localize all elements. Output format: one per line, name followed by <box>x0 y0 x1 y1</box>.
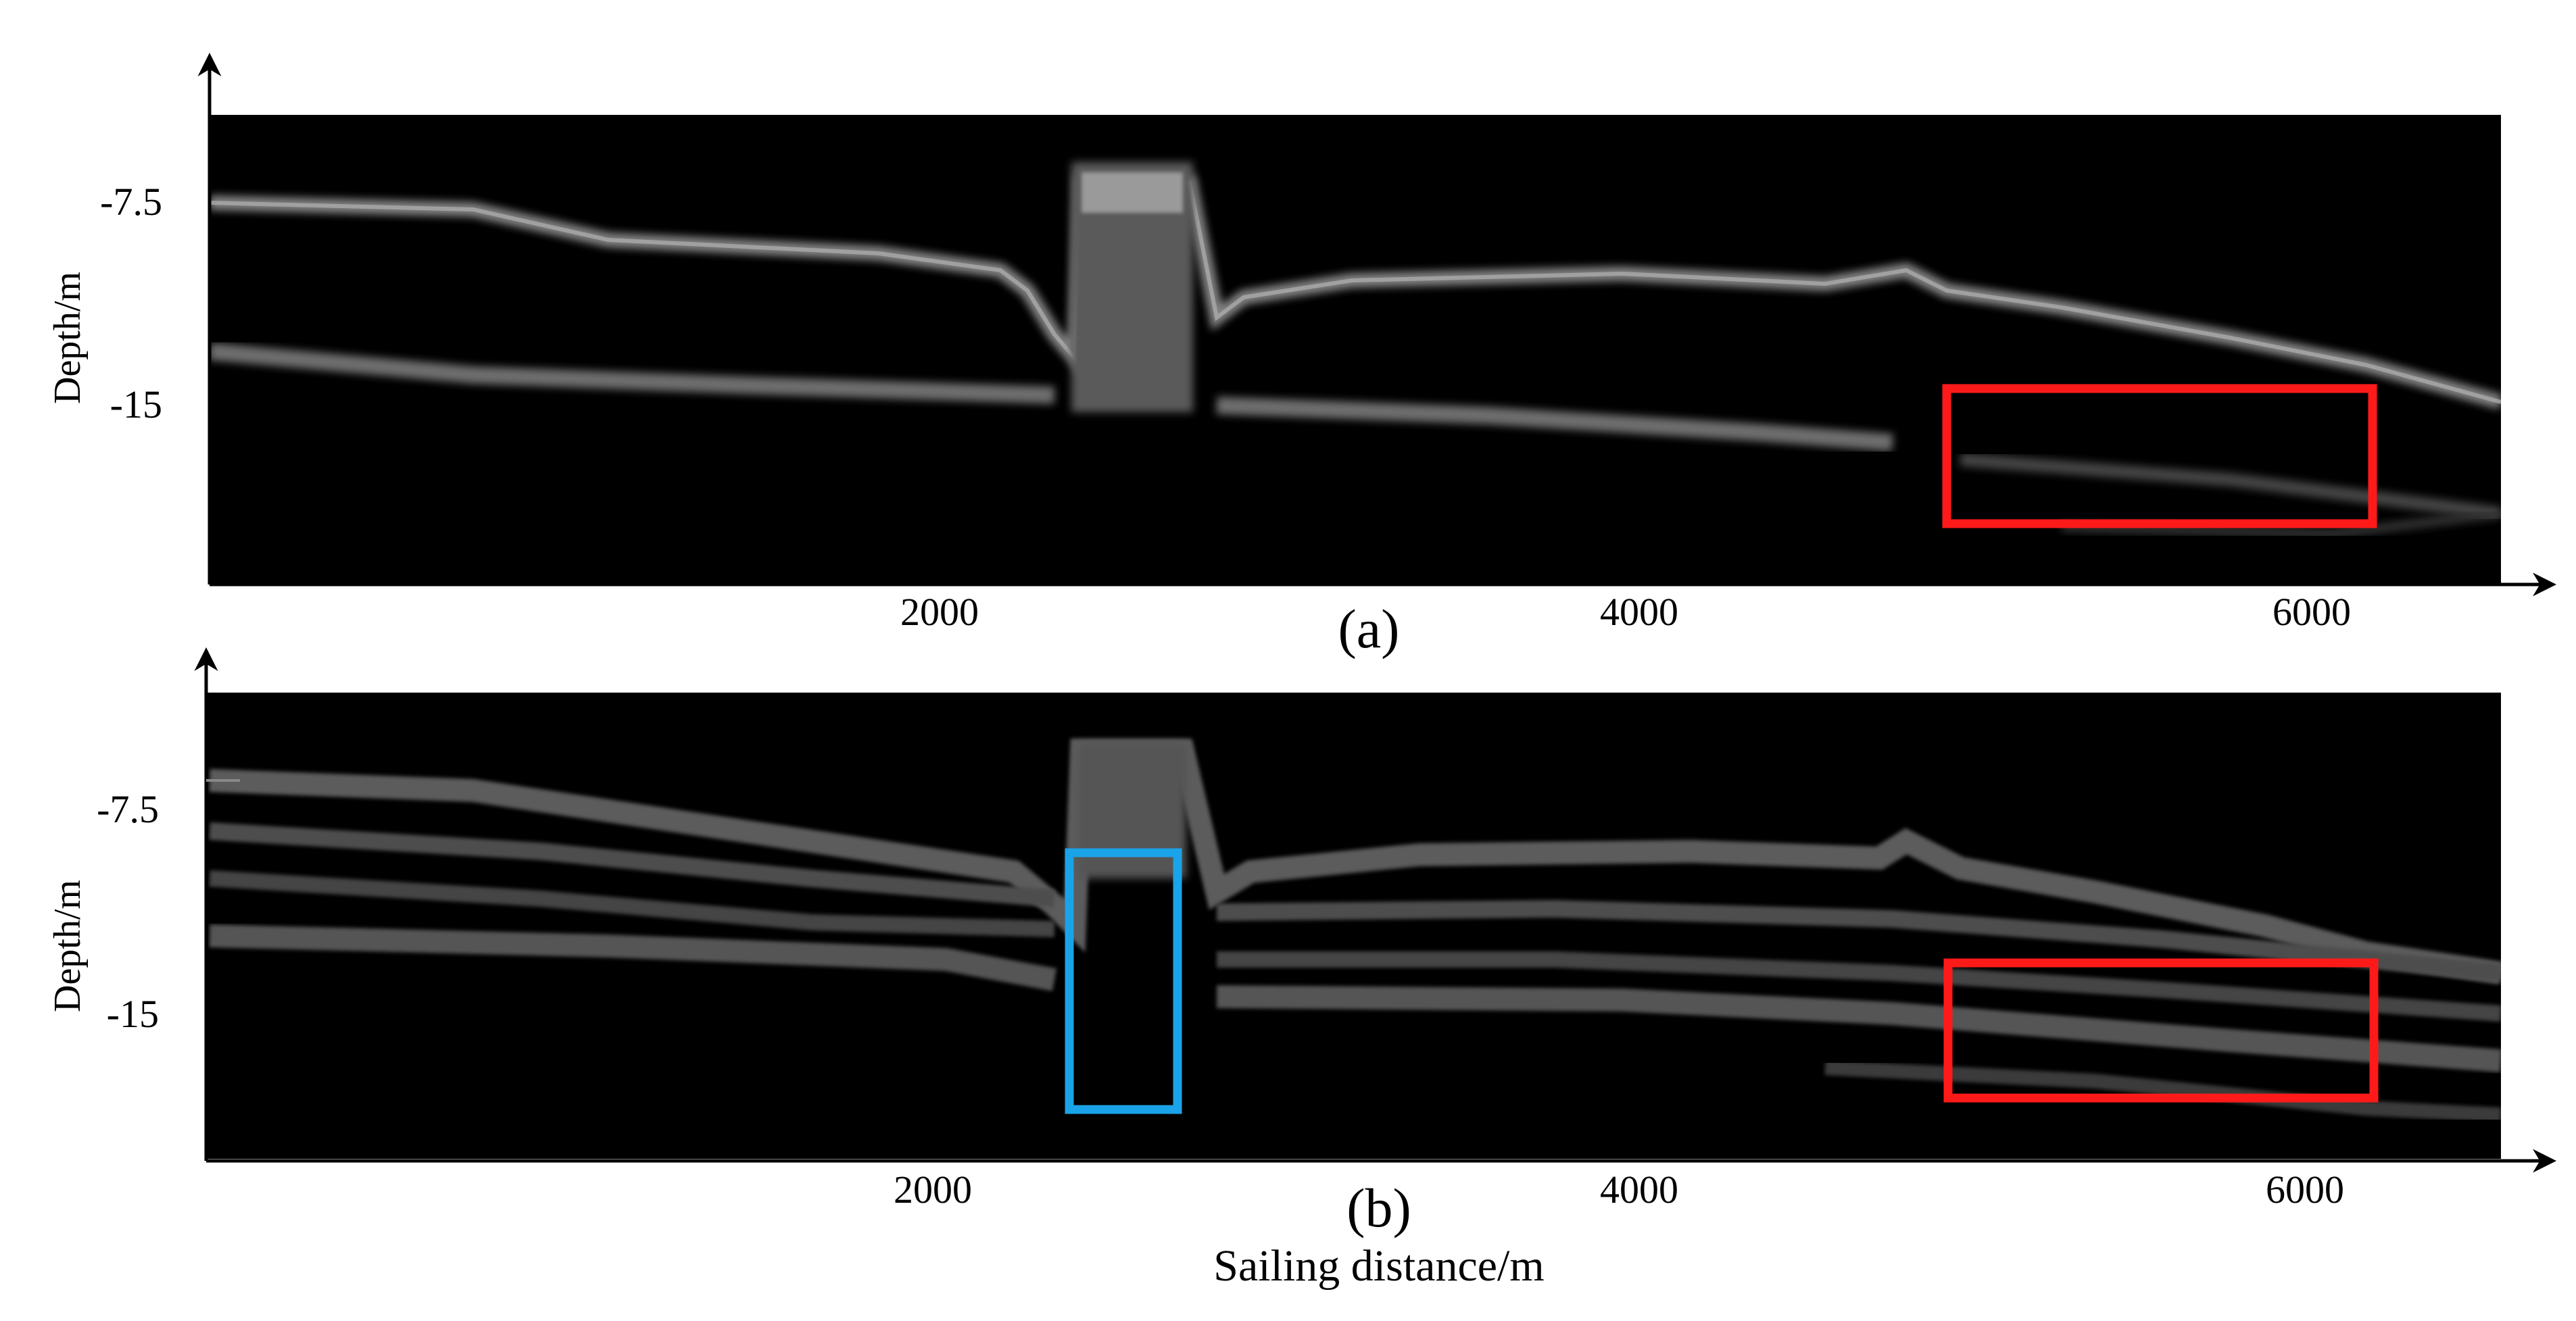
panel-b <box>206 693 2501 1159</box>
panel-b-ylabel: Depth/m <box>47 880 89 1012</box>
panel-a-ylabel: Depth/m <box>47 272 89 404</box>
panel-a <box>210 115 2501 584</box>
panel-b-x-tick-label: 6000 <box>2266 1168 2344 1212</box>
panel-b-seabed-reflector <box>209 739 2501 984</box>
panel-a-profile-image <box>210 115 2501 584</box>
panel-a-axes <box>197 53 2556 597</box>
panel-b-x-tick-label: 4000 <box>1600 1168 1678 1212</box>
figure-xlabel: Sailing distance/m <box>1213 1241 1544 1291</box>
panel-a-label: (a) <box>1338 598 1399 659</box>
panel-b-x-tick-label: 2000 <box>894 1168 972 1212</box>
panel-b-axes <box>194 647 2556 1173</box>
panel-a-subsurface-reflector <box>210 343 1893 451</box>
panel-a-x-tick-label: 6000 <box>2273 590 2351 634</box>
panel-b-y-tick-label: -7.5 <box>97 787 159 831</box>
panel-a-red-highlight-box <box>1942 384 2377 528</box>
panel-b-y-tick-label: -15 <box>107 992 159 1036</box>
panel-b-reflectors <box>209 739 2501 1122</box>
panel-b-blue-highlight-box <box>1065 848 1182 1114</box>
panel-a-x-tick-label: 2000 <box>900 590 979 634</box>
panel-b-bright-block <box>1078 743 1186 878</box>
panel-a-x-tick-label: 4000 <box>1600 590 1678 634</box>
panel-b-label: (b) <box>1346 1177 1411 1239</box>
panel-a-y-tick-label: -15 <box>110 382 162 426</box>
panel-b-red-highlight-box <box>1943 958 2379 1103</box>
panel-a-reflectors <box>210 162 2501 539</box>
panel-a-y-tick-label: -7.5 <box>100 180 162 224</box>
